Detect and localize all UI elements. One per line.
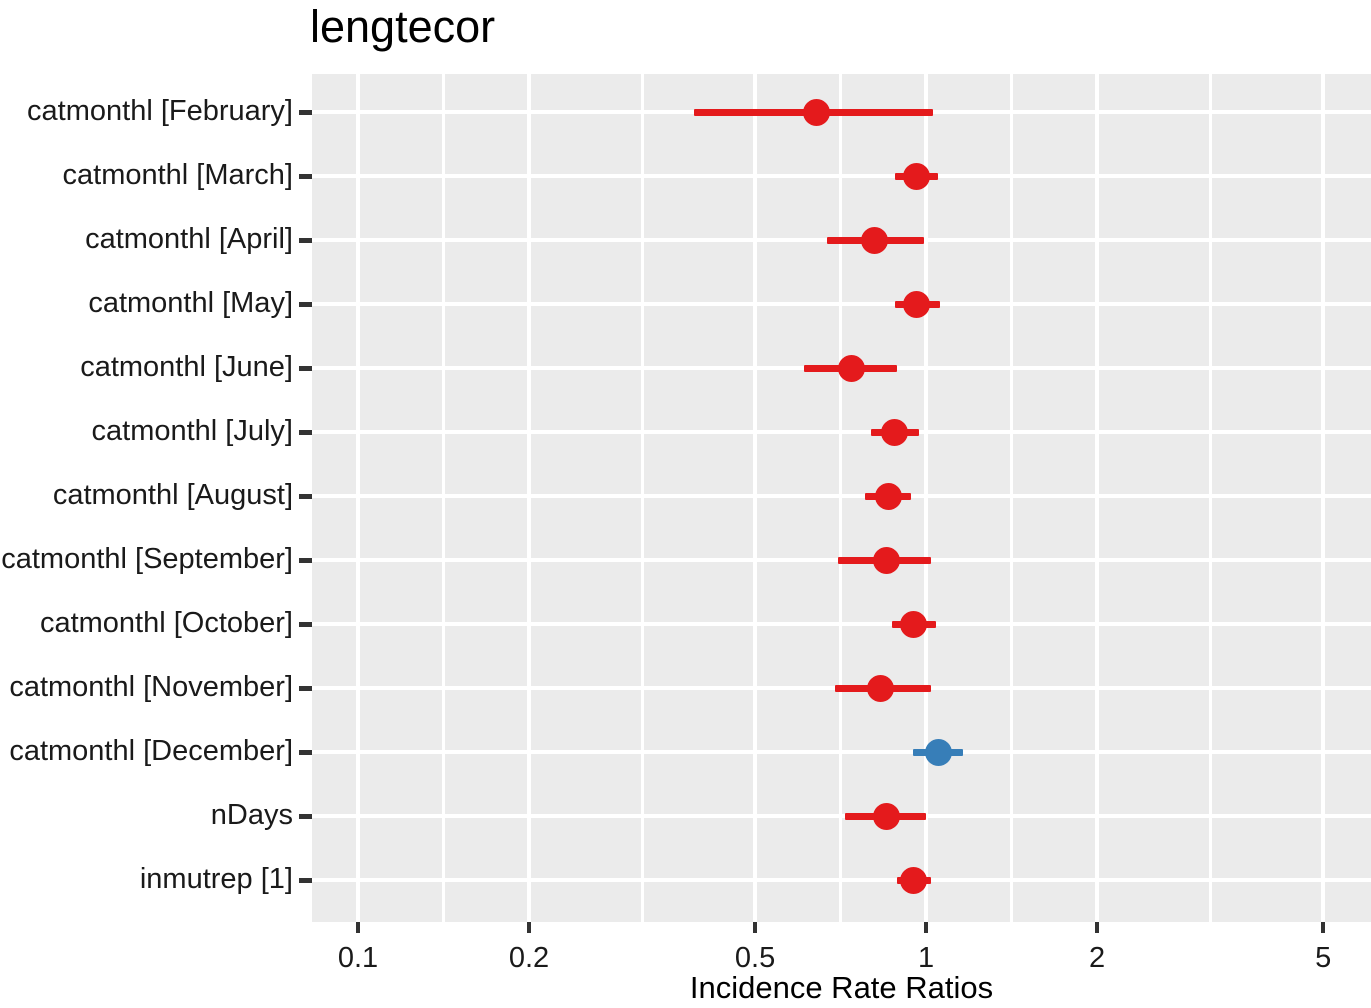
plot-title: lengtecor (310, 1, 496, 52)
y-axis-label: catmonthl [March] (62, 159, 293, 191)
major-gridline-horizontal (312, 302, 1371, 306)
major-gridline-vertical (527, 74, 531, 922)
y-axis-label: catmonthl [August] (52, 479, 293, 511)
y-axis-label: catmonthl [May] (88, 287, 293, 319)
y-axis-label: catmonthl [February] (27, 95, 293, 127)
estimate-point (802, 98, 830, 126)
major-gridline-horizontal (312, 174, 1371, 178)
y-axis-label: catmonthl [September] (1, 543, 293, 575)
y-tick-mark (299, 110, 312, 115)
x-tick-label: 0.1 (337, 942, 379, 974)
x-tick-mark (753, 922, 758, 933)
x-tick-mark (1321, 922, 1326, 933)
estimate-point (899, 610, 927, 638)
estimate-point (902, 162, 930, 190)
y-tick-mark (299, 750, 312, 755)
y-axis-label: catmonthl [November] (9, 671, 293, 703)
estimate-point (860, 226, 888, 254)
x-tick-label: 0.5 (734, 942, 776, 974)
x-tick-label: 1 (918, 942, 935, 974)
x-tick-mark (1095, 922, 1100, 933)
x-tick-mark (356, 922, 360, 933)
estimate-point (872, 802, 900, 830)
major-gridline-vertical (1321, 74, 1326, 922)
minor-gridline-vertical (1010, 74, 1014, 922)
estimate-point (875, 482, 903, 510)
minor-gridline-vertical (839, 74, 843, 922)
y-tick-mark (299, 238, 312, 243)
minor-gridline-vertical (1208, 74, 1212, 922)
x-tick-label: 2 (1089, 942, 1106, 974)
y-tick-mark (299, 686, 312, 691)
major-gridline-vertical (924, 74, 929, 922)
major-gridline-vertical (753, 74, 758, 922)
y-axis-label: catmonthl [April] (85, 223, 293, 255)
major-gridline-horizontal (312, 430, 1371, 434)
x-tick-mark (924, 922, 929, 933)
y-tick-mark (299, 878, 312, 883)
y-tick-mark (299, 174, 312, 179)
estimate-point (924, 738, 952, 766)
x-tick-label: 0.2 (508, 942, 550, 974)
major-gridline-horizontal (312, 814, 1371, 818)
y-axis-label: catmonthl [October] (39, 607, 293, 639)
major-gridline-horizontal (312, 494, 1371, 498)
y-axis-label: catmonthl [June] (80, 351, 293, 383)
y-tick-mark (299, 430, 312, 435)
y-axis-label: inmutrep [1] (139, 863, 293, 895)
estimate-point (902, 290, 930, 318)
minor-gridline-vertical (441, 74, 445, 922)
y-tick-mark (299, 814, 312, 819)
major-gridline-horizontal (312, 878, 1371, 882)
estimate-point (881, 418, 908, 446)
y-tick-mark (299, 622, 312, 627)
x-tick-label: 5 (1315, 942, 1332, 974)
estimate-point (872, 546, 900, 574)
minor-gridline-vertical (640, 74, 644, 922)
y-axis-label: nDays (210, 799, 293, 831)
major-gridline-vertical (356, 74, 360, 922)
plot-panel (312, 74, 1371, 922)
major-gridline-horizontal (312, 750, 1371, 754)
y-tick-mark (299, 494, 312, 499)
x-axis-title: Incidence Rate Ratios (689, 970, 994, 1005)
major-gridline-vertical (1095, 74, 1100, 922)
estimate-point (899, 866, 927, 894)
y-axis-label: catmonthl [July] (91, 415, 293, 447)
major-gridline-horizontal (312, 622, 1371, 626)
y-tick-mark (299, 366, 312, 371)
x-tick-mark (527, 922, 531, 933)
y-axis-label: catmonthl [December] (9, 735, 293, 767)
y-tick-mark (299, 558, 312, 563)
estimate-point (866, 674, 894, 702)
estimate-point (838, 354, 866, 382)
y-tick-mark (299, 302, 312, 307)
